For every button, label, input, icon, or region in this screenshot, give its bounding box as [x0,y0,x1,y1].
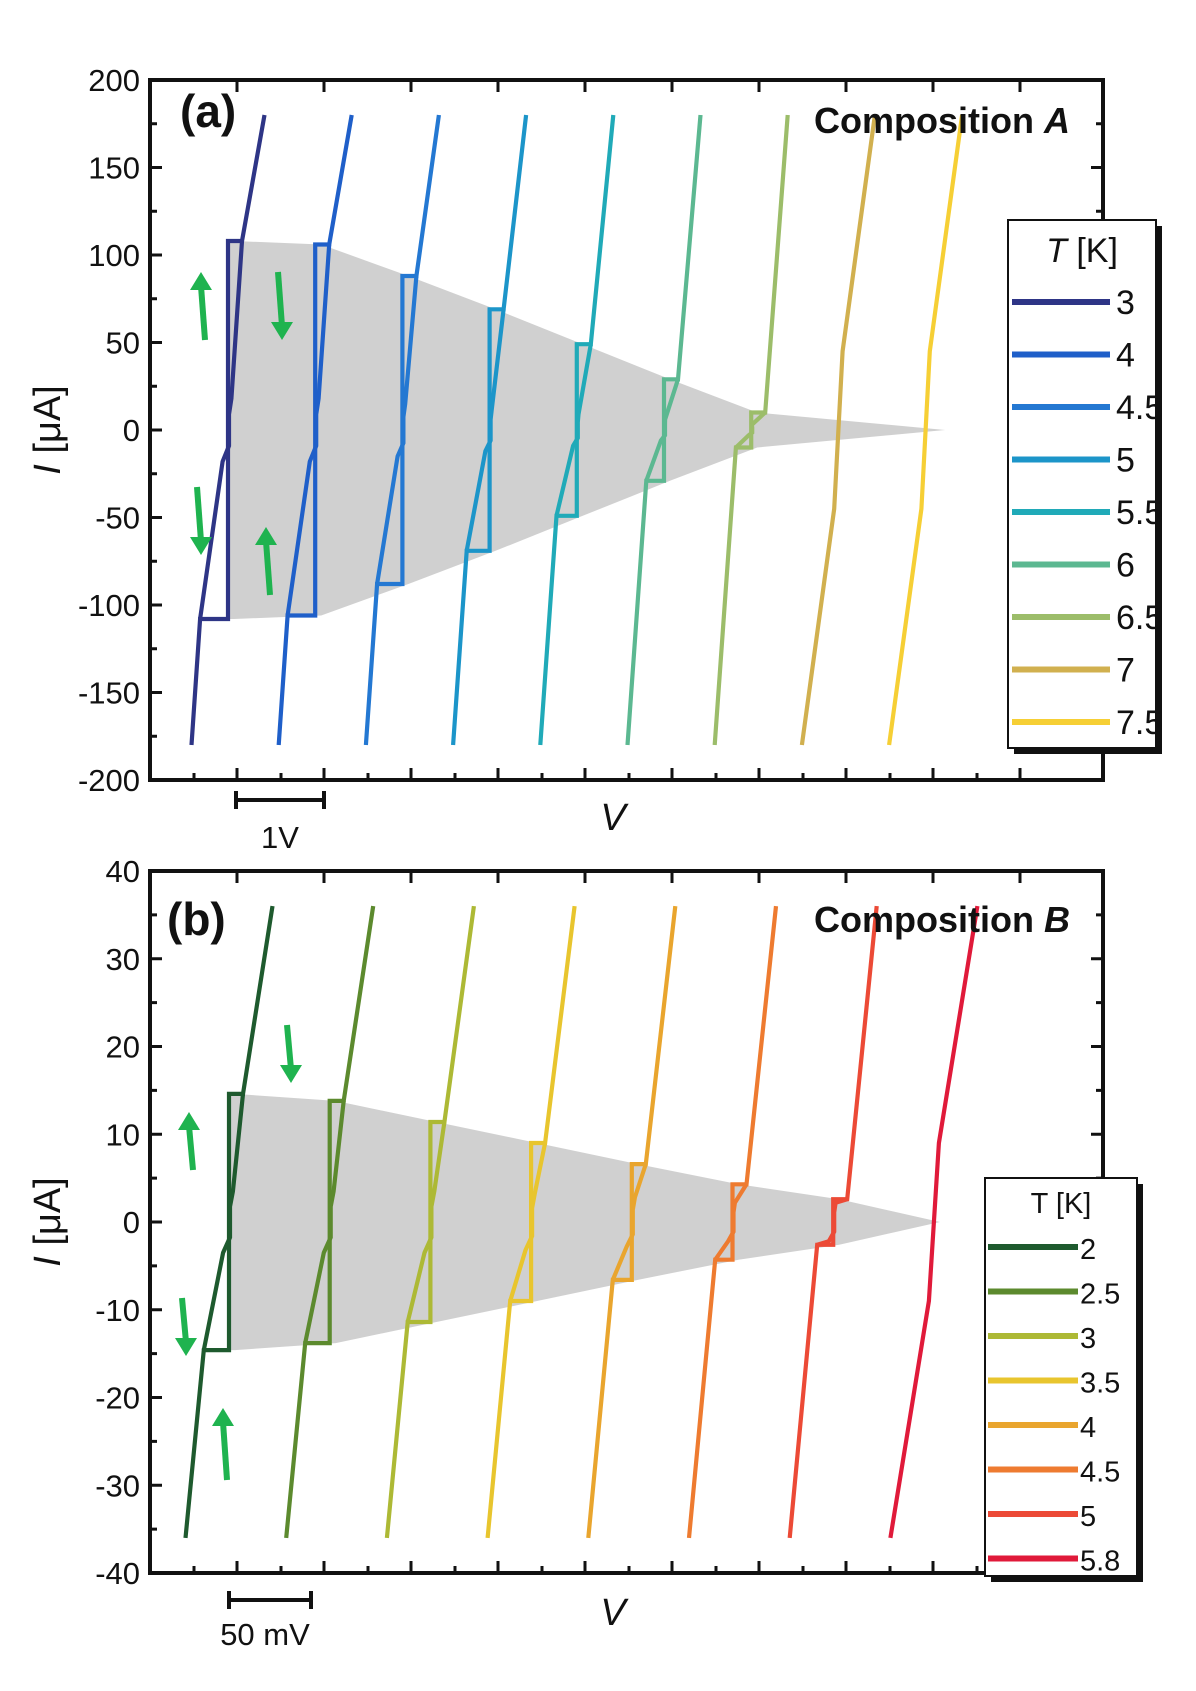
iv-curve [887,114,965,746]
iv-curve-sweep-down [405,1121,447,1323]
hysteresis-region [229,1093,940,1351]
scale-bar-label: 1V [261,820,299,855]
y-tick-label: 150 [88,151,140,186]
legend-entry-label: 6.5 [1116,599,1163,637]
y-tick-label: 40 [106,854,140,889]
sweep-arrow-head [175,1338,197,1356]
sweep-arrow-head [178,1112,200,1130]
y-tick-label: -150 [78,676,140,711]
legend-entry-label: 7 [1116,652,1135,690]
y-tick-label: 200 [88,63,140,98]
iv-curve-sweep-down [734,410,767,450]
iv-curve-sweep-down [303,1100,346,1344]
composition-title: Composition A [814,100,1070,141]
legend-title-var: T [1046,232,1069,270]
iv-curve-sweep-down [610,1163,648,1281]
legend-entry-label: 5 [1080,1501,1096,1533]
legend-entry-label: 4.5 [1116,389,1163,427]
sweep-arrow-head [280,1065,302,1083]
y-tick-label: 30 [106,942,140,977]
legend-title: T [K] [1046,232,1118,270]
iv-curve-sweep-down [816,1197,848,1247]
composition-title-var: A [1043,100,1070,141]
sweep-arrow-shaft [220,1421,230,1481]
iv-curve-sweep-down [375,275,419,585]
iv-curve-sweep-down [464,309,506,552]
y-tick-label: 100 [88,238,140,273]
sweep-arrow-shaft [186,1125,196,1171]
legend-entry-label: 4 [1116,337,1135,375]
y-tick-label: 20 [106,1030,140,1065]
composition-title-var: B [1044,899,1070,940]
iv-curve-sweep-down [201,1093,246,1351]
sweep-arrow-head [271,322,293,340]
legend-entry-label: 3 [1116,284,1135,322]
iv-curve-sweep-down [285,244,332,616]
panel-b: 40 30 20 10 0 -10 -20 -30 -40 I [μA] V 50 mV (b) Comp… [27,854,1143,1652]
sweep-arrow-shaft [198,285,208,341]
y-axis-title: I [μA] [27,385,69,474]
scale-bar-label: 50 mV [220,1617,310,1652]
iv-curve-sweep-down [644,378,680,482]
panel-label: (a) [180,85,236,137]
sweep-arrow-head [190,537,212,555]
iv-curve [799,114,877,746]
sweep-arrow-head [255,527,277,545]
legend-entry-label: 3.5 [1080,1368,1120,1400]
y-tick-label: 0 [123,1205,140,1240]
legend-title-text: T [K] [1031,1188,1092,1220]
sweep-arrow-shaft [194,486,204,542]
sweep-arrow-shaft [263,540,273,596]
x-axis-title: V [600,797,629,839]
legend-entry-label: 5.8 [1080,1546,1120,1578]
y-tick-label: -10 [95,1293,140,1328]
y-tick-label: -100 [78,588,140,623]
legend-entry-label: 5 [1116,442,1135,480]
iv-curve-sweep-down [508,1142,548,1302]
legend-box [1007,219,1157,749]
legend-entry-label: 5.5 [1116,494,1163,532]
y-tick-label: 50 [106,326,140,361]
legend-entry-label: 3 [1080,1323,1096,1355]
y-tick-label: -40 [95,1556,140,1591]
y-tick-label: 0 [123,413,140,448]
legend-entry-label: 7.5 [1116,704,1163,742]
panel-label: (b) [167,893,226,945]
y-tick-label: 10 [106,1117,140,1152]
composition-title-prefix: Composition [814,899,1044,940]
sweep-arrow-shaft [179,1297,189,1343]
sweep-arrow-shaft [275,271,285,327]
iv-curve [888,905,980,1539]
y-axis-title: I [μA] [27,1177,69,1266]
legend-entry-label: 6 [1116,547,1135,585]
y-tick-label: -30 [95,1468,140,1503]
composition-title-prefix: Composition [814,100,1044,141]
legend-entry-label: 2.5 [1080,1279,1120,1311]
iv-curve-sweep-down [713,1183,749,1261]
sweep-arrow-head [190,272,212,290]
legend-entry-label: 2 [1080,1234,1096,1266]
hysteresis-region [228,241,945,619]
legend-entry-label: 4 [1080,1412,1096,1444]
sweep-arrow-shaft [284,1024,294,1070]
composition-title: Composition B [814,899,1070,940]
iv-curve-sweep-down [198,240,245,620]
y-axis-var: I [27,1256,69,1267]
y-axis-unit: [μA] [27,385,69,464]
legend-title-unit: [K] [1067,232,1118,270]
x-axis-title: V [600,1592,629,1634]
legend-title: T [K] [1031,1188,1092,1220]
y-axis-unit: [μA] [27,1177,69,1256]
y-tick-label: -50 [95,501,140,536]
y-tick-label: -20 [95,1381,140,1416]
legend-entry-label: 4.5 [1080,1457,1120,1489]
panel-a: 200 150 100 50 0 -50 -100 -150 -200 I [μA] V 1V (a) C… [27,63,1163,855]
iv-curve-sweep-down [554,343,593,517]
sweep-arrow-head [212,1408,234,1426]
y-axis-var: I [27,464,69,475]
y-tick-label: -200 [78,763,140,798]
